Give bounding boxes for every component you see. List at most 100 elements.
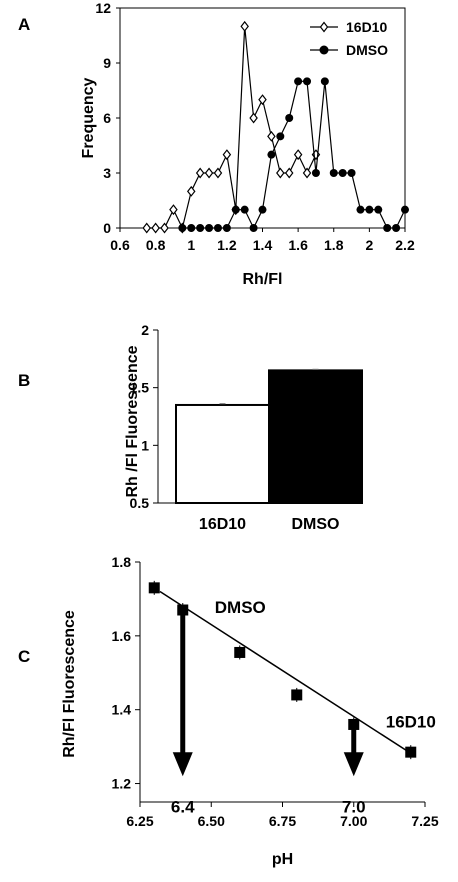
panel-b: B 0.5 1 1.5 2 16D10 DMSO Rh /Fl Fluorescence xyxy=(18,322,363,533)
y-tick-label: 1.4 xyxy=(112,702,132,718)
series-line-16d10 xyxy=(146,26,317,230)
data-point-dmso xyxy=(374,205,383,214)
plot-frame xyxy=(119,7,406,229)
y-tick-label: 1.8 xyxy=(112,554,132,570)
data-point-dmso xyxy=(383,224,392,232)
x-tick-label: 7.25 xyxy=(411,813,438,829)
data-point-dmso xyxy=(213,224,222,232)
data-point-dmso xyxy=(276,132,285,141)
arrow-head xyxy=(172,752,193,777)
data-point-16d10 xyxy=(169,204,178,216)
panel-a: A 0 3 6 9 12 0.6 0.8 1 1.2 1.4 1.6 1.8 2 2.2 Rh/Fl Frequ… xyxy=(18,0,415,288)
data-point-16d10 xyxy=(195,167,205,179)
data-point-16d10 xyxy=(249,112,258,124)
bar-16d10 xyxy=(175,403,270,505)
data-point-16d10 xyxy=(186,185,196,197)
data-point-dmso xyxy=(178,224,187,232)
x-tick-label: 1.6 xyxy=(288,237,308,253)
data-point-dmso xyxy=(249,224,258,232)
data-point-16d10 xyxy=(142,222,151,234)
bar-dmso xyxy=(268,369,363,504)
x-category-label: DMSO xyxy=(292,516,340,533)
x-tick-label: 7.00 xyxy=(340,813,367,829)
data-point-dmso xyxy=(222,224,231,232)
data-point-dmso xyxy=(285,114,294,122)
data-point-dmso xyxy=(187,224,196,232)
x-tick-label: 1.4 xyxy=(253,237,273,253)
x-tick-label: 6.50 xyxy=(198,813,225,829)
y-axis-label: Rh/Fl Fluorescence xyxy=(61,610,78,758)
y-tick-label: 0.5 xyxy=(130,495,150,511)
x-tick-label: 0.8 xyxy=(146,237,166,253)
data-point-16d10 xyxy=(258,94,267,106)
data-point-dmso xyxy=(196,224,205,232)
data-point-16d10 xyxy=(240,20,249,32)
legend-marker-dmso xyxy=(319,45,329,55)
x-tick-label: 1.8 xyxy=(324,237,344,253)
panel-label-b: B xyxy=(18,371,30,390)
data-point-16d10 xyxy=(160,222,169,234)
x-tick-label: 6.75 xyxy=(269,813,296,829)
legend-marker-16d10 xyxy=(319,21,329,33)
x-axis-label: pH xyxy=(272,851,293,868)
data-point xyxy=(405,746,417,758)
y-tick-label: 1.6 xyxy=(112,628,132,644)
data-point-dmso xyxy=(240,205,249,214)
x-tick-label: 2 xyxy=(365,237,373,253)
data-point-dmso xyxy=(347,169,356,177)
data-point-dmso xyxy=(338,169,347,177)
data-point-16d10 xyxy=(302,167,312,179)
data-point-16d10 xyxy=(213,167,223,179)
x-tick-label: 2.2 xyxy=(395,237,415,253)
x-tick-label: 1.2 xyxy=(217,237,237,253)
y-tick-label: 9 xyxy=(103,55,111,71)
y-tick-label: 6 xyxy=(103,110,111,126)
y-tick-label: 1.5 xyxy=(130,380,150,396)
panel-label-a: A xyxy=(18,15,30,34)
data-point-dmso xyxy=(294,77,303,86)
y-tick-label: 2 xyxy=(141,322,149,338)
legend-label: DMSO xyxy=(346,42,388,58)
data-point xyxy=(291,689,303,701)
y-tick-label: 3 xyxy=(103,165,111,181)
data-point-dmso xyxy=(320,77,329,86)
data-point-16d10 xyxy=(284,167,294,179)
y-axis-label: Frequency xyxy=(80,77,97,158)
data-point-dmso xyxy=(311,169,320,177)
x-axis-label: Rh/Fl xyxy=(243,271,283,288)
y-tick-label: 1 xyxy=(141,437,149,453)
x-tick-label: 6.25 xyxy=(126,813,153,829)
data-point-dmso xyxy=(365,205,374,214)
data-point-dmso xyxy=(267,150,276,159)
y-tick-label: 12 xyxy=(95,0,111,16)
data-point-16d10 xyxy=(222,149,232,161)
data-point-dmso xyxy=(392,224,401,232)
data-point-16d10 xyxy=(293,149,303,161)
y-tick-label: 1.2 xyxy=(112,776,132,792)
panel-c: C 1.2 1.4 1.6 1.8 6.25 6.50 6.75 7.00 7.25 pH Rh/Fl… xyxy=(18,554,439,868)
data-point-dmso xyxy=(231,205,240,214)
data-point-16d10 xyxy=(204,167,214,179)
y-tick-label: 0 xyxy=(103,220,111,236)
data-point-16d10 xyxy=(276,167,285,179)
data-point-16d10 xyxy=(151,222,160,234)
series-line-dmso xyxy=(182,80,406,230)
x-tick-label: 1 xyxy=(187,237,195,253)
legend-label: 16D10 xyxy=(346,19,387,35)
data-point-dmso xyxy=(329,169,338,177)
data-point xyxy=(148,582,160,594)
data-point-16d10 xyxy=(267,130,276,142)
annotation-label-16d10: 16D10 xyxy=(386,713,436,732)
regression-line xyxy=(159,590,412,754)
data-point-dmso xyxy=(356,205,365,214)
x-category-label: 16D10 xyxy=(199,516,246,533)
annotation-label-dmso: DMSO xyxy=(215,598,266,617)
panel-label-c: C xyxy=(18,647,30,666)
x-tick-label: 0.6 xyxy=(110,237,130,253)
arrow-head xyxy=(343,752,364,777)
data-point-dmso xyxy=(401,205,409,214)
data-point-dmso xyxy=(205,224,214,232)
data-point-dmso xyxy=(303,77,312,86)
arrow-value-label: 6.4 xyxy=(171,797,195,816)
